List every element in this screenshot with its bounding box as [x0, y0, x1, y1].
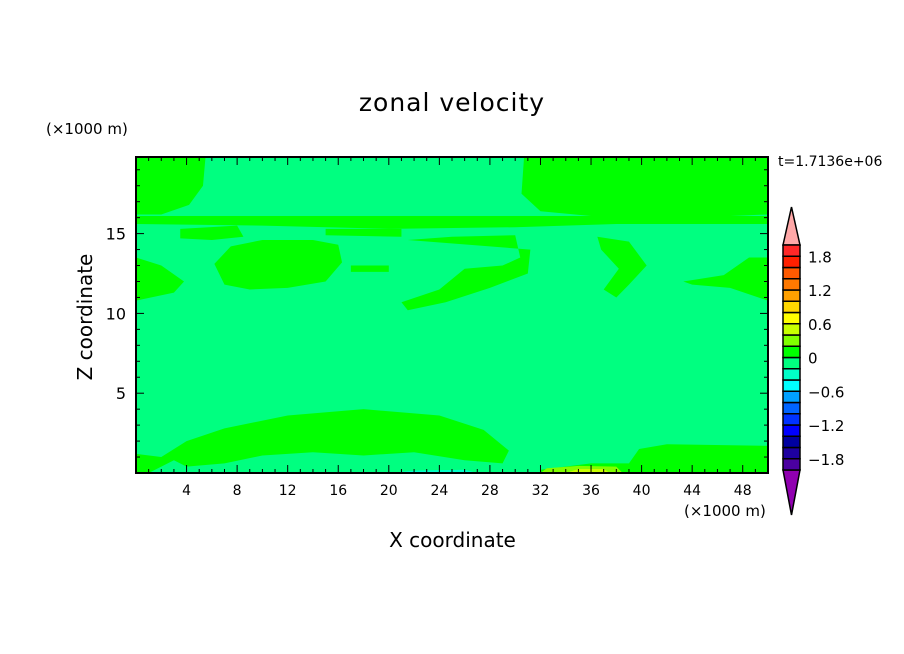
x-axis-label: X coordinate — [389, 528, 516, 552]
chart-title: zonal velocity — [358, 88, 546, 117]
x-tick-label: 16 — [329, 483, 347, 499]
colorbar-box — [782, 278, 801, 291]
colorbar-label: −0.6 — [808, 383, 844, 401]
x-tick-label: 12 — [279, 483, 297, 499]
x-tick-label: 48 — [734, 483, 752, 499]
colorbar-box — [782, 323, 801, 336]
colorbar-label: 0.6 — [808, 316, 832, 334]
x-tick-label: 36 — [582, 483, 600, 499]
contour-region — [540, 444, 768, 473]
colorbar-box — [782, 289, 801, 302]
colorbar-box — [782, 368, 801, 381]
x-tick-label: 24 — [430, 483, 448, 499]
colorbar-label: 1.8 — [808, 248, 832, 266]
colorbar-label: 0 — [808, 350, 818, 368]
y-axis-unit: (×1000 m) — [46, 120, 128, 138]
colorbar-box — [782, 255, 801, 269]
contour-region — [136, 257, 185, 301]
contour-region — [136, 409, 509, 473]
contour-region — [214, 239, 343, 290]
colorbar-box — [782, 446, 801, 460]
colorbar-box — [782, 401, 801, 415]
contour-region — [521, 157, 768, 218]
x-tick-label: 8 — [233, 483, 242, 499]
x-tick-label: 40 — [633, 483, 651, 499]
x-tick-label: 28 — [481, 483, 499, 499]
contour-region — [325, 228, 402, 237]
contour-region — [597, 236, 647, 298]
y-tick-label: 10 — [106, 304, 126, 323]
colorbar-label: 1.2 — [808, 282, 832, 300]
contour-region — [180, 225, 244, 240]
x-tick-label: 32 — [532, 483, 550, 499]
contour-region — [136, 157, 206, 215]
colorbar-box — [782, 458, 801, 471]
contour-region — [350, 265, 389, 272]
colorbar-box — [782, 266, 801, 280]
colorbar-box — [782, 345, 801, 359]
colorbar-label: −1.8 — [808, 451, 844, 469]
y-tick-label: 5 — [116, 384, 126, 403]
colorbar-under-arrow — [782, 469, 801, 516]
colorbar-box — [782, 424, 801, 437]
time-label: t=1.7136e+06 — [778, 154, 883, 170]
colorbar-label: −1.2 — [808, 417, 844, 435]
colorbar-box — [782, 356, 801, 370]
x-tick-label: 20 — [380, 483, 398, 499]
x-tick-label: 4 — [182, 483, 191, 499]
contour-region — [683, 257, 768, 301]
colorbar-box — [782, 300, 801, 314]
colorbar-box — [782, 435, 801, 449]
colorbar-box — [782, 390, 801, 404]
contour-region — [136, 216, 768, 229]
contour-region — [401, 235, 531, 311]
colorbar-box — [782, 379, 801, 392]
y-tick-label: 15 — [106, 225, 126, 244]
colorbar-box — [782, 413, 801, 426]
colorbar-box — [782, 334, 801, 347]
colorbar-box — [782, 311, 801, 325]
colorbar-over-arrow — [782, 206, 801, 246]
x-tick-label: 44 — [683, 483, 701, 499]
colorbar-box — [782, 244, 801, 257]
x-axis-unit: (×1000 m) — [684, 502, 766, 520]
